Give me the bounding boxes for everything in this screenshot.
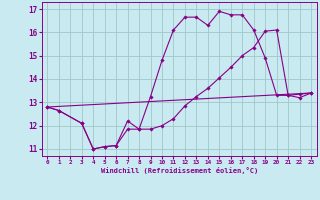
X-axis label: Windchill (Refroidissement éolien,°C): Windchill (Refroidissement éolien,°C) — [100, 167, 258, 174]
